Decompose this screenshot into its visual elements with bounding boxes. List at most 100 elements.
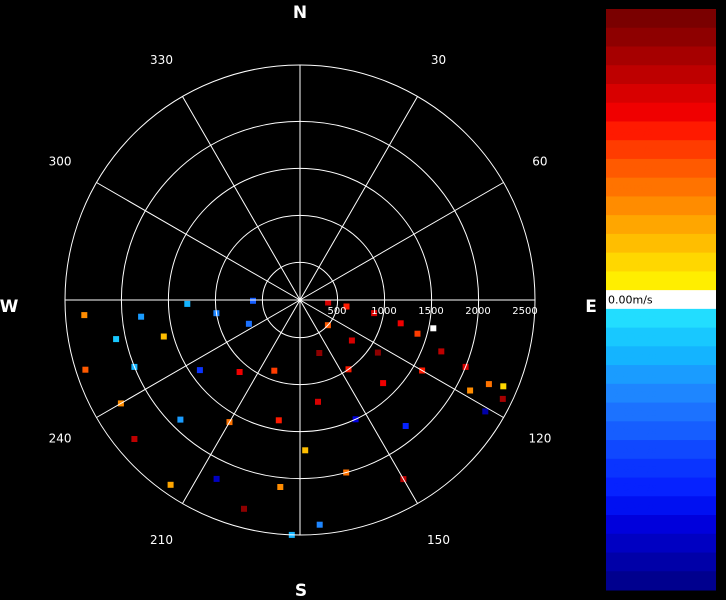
colorbar-swatch (606, 533, 716, 554)
velocity-point (402, 423, 409, 429)
colorbar-label: 7.33m/s (608, 87, 653, 100)
polar-plot-area (81, 297, 507, 538)
azimuth-tick-label: 60 (532, 155, 547, 169)
colorbar-label: -2.67m/s (608, 368, 657, 381)
range-tick-label: 1500 (418, 306, 443, 317)
colorbar-swatch (606, 271, 716, 291)
azimuth-spoke (299, 299, 418, 504)
velocity-point (81, 312, 88, 319)
cardinal-labels: N E S W (0, 3, 597, 600)
colorbar-label: 4.67m/s (608, 162, 653, 175)
north-label: N (293, 3, 307, 23)
range-tick-label: 2500 (512, 306, 537, 317)
velocity-point (250, 297, 256, 304)
colorbar-label: -8.67m/s (608, 537, 657, 550)
azimuth-spoke (299, 299, 504, 418)
azimuth-tick-label: 210 (150, 533, 173, 547)
velocity-point (113, 336, 120, 343)
velocity-point (316, 521, 323, 528)
colorbar-label: 1.33m/s (608, 256, 653, 269)
velocity-point (325, 299, 332, 306)
azimuth-spoke (299, 96, 418, 301)
azimuth-tick-label: 300 (49, 155, 72, 169)
colorbar-swatch (606, 327, 716, 347)
velocity-point (131, 436, 138, 442)
colorbar-label: 10.00m/s (608, 12, 660, 25)
azimuth-tick-label: 330 (150, 53, 173, 67)
colorbar-label: 3.33m/s (608, 200, 653, 213)
colorbar-swatch (606, 177, 716, 197)
velocity-point (184, 300, 191, 307)
colorbar-swatch (606, 402, 716, 422)
colorbar-label: 6.00m/s (608, 125, 653, 138)
velocity-point (196, 367, 203, 374)
velocity-point (316, 350, 323, 356)
colorbar-swatch (606, 365, 716, 385)
velocity-point (485, 381, 492, 388)
colorbar-swatch (606, 477, 716, 497)
velocity-point (380, 380, 387, 387)
colorbar-label: -0.67m/s (608, 312, 657, 325)
colorbar-swatch (606, 27, 716, 47)
range-tick-labels: 500 1000 1500 2000 2500 (327, 306, 537, 317)
velocity-point (438, 348, 445, 355)
colorbar-label: 2.00m/s (608, 237, 653, 250)
colorbar-swatch (606, 102, 716, 122)
colorbar-swatch (606, 552, 716, 572)
colorbar-swatch (606, 308, 716, 329)
colorbar-swatch (606, 290, 716, 310)
velocity-point (302, 447, 309, 454)
colorbar-swatch (606, 458, 716, 479)
azimuth-tick-label: 150 (427, 533, 450, 547)
west-label: W (0, 297, 19, 317)
colorbar-label: -7.33m/s (608, 500, 657, 513)
colorbar-swatch (606, 496, 716, 516)
velocity-point (343, 303, 350, 310)
azimuth-spoke (182, 299, 301, 504)
azimuth-tick-label: 30 (431, 53, 446, 67)
colorbar-swatch (606, 196, 716, 216)
velocity-colorbar: 10.00m/s 9.33m/s 8.67m/s 8.00m/s 7.33m/s 6.67… (606, 9, 716, 591)
colorbar-swatch (606, 83, 716, 104)
azimuth-tick-label: 240 (49, 432, 72, 446)
velocity-point (245, 320, 252, 327)
azimuth-spoke (299, 182, 504, 301)
colorbar-label: 0.67m/s (608, 275, 653, 288)
velocity-point (82, 366, 89, 373)
colorbar-label: 8.00m/s (608, 69, 653, 82)
azimuth-spoke (96, 182, 301, 301)
east-label: E (585, 297, 597, 317)
colorbar-label: 5.33m/s (608, 144, 653, 157)
colorbar-label: -3.33m/s (608, 387, 657, 400)
velocity-point (414, 330, 421, 337)
velocity-point (271, 367, 278, 374)
colorbar-swatch (606, 571, 716, 591)
colorbar-swatch (606, 421, 716, 441)
velocity-point (315, 398, 321, 405)
colorbar-label: -2.00m/s (608, 350, 657, 363)
colorbar-swatch (606, 233, 716, 254)
colorbar-swatch (606, 46, 716, 66)
colorbar-label: -5.33m/s (608, 443, 657, 456)
azimuth-tick-label: 120 (528, 432, 551, 446)
colorbar-swatch (606, 215, 716, 235)
velocity-point (499, 395, 506, 402)
colorbar-swatch (606, 252, 716, 272)
range-tick-label: 2000 (465, 306, 490, 317)
colorbar-swatch (606, 515, 716, 535)
velocity-point (167, 481, 174, 488)
velocity-point (138, 313, 145, 320)
velocity-point (371, 310, 378, 317)
range-tick-label: 1000 (371, 306, 396, 317)
colorbar-label: 2.67m/s (608, 219, 653, 232)
colorbar-label: -9.33m/s (608, 556, 657, 569)
colorbar-label: -10.00m/s (608, 575, 664, 588)
colorbar-swatch (606, 383, 716, 404)
velocity-point (160, 333, 167, 340)
colorbar-swatch (606, 158, 716, 179)
colorbar-label: -1.33m/s (608, 331, 657, 344)
velocity-point (236, 369, 243, 375)
velocity-point (277, 484, 284, 490)
velocity-point (177, 416, 184, 423)
